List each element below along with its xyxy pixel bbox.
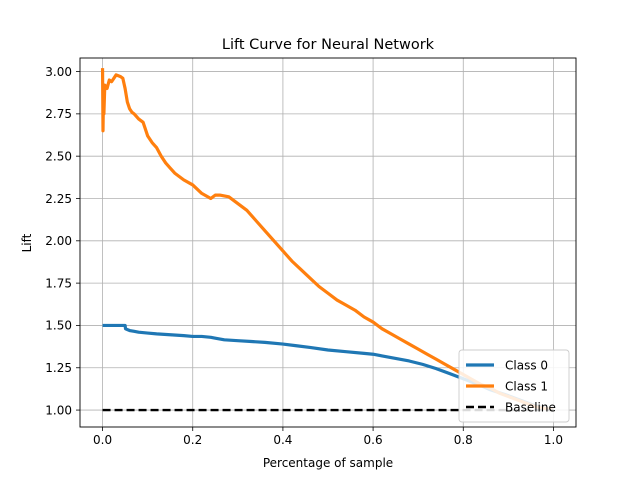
x-axis-label: Percentage of sample (263, 456, 393, 470)
series-line-class-0 (102, 323, 554, 412)
y-tick-label: 2.50 (45, 149, 72, 163)
x-tick-label: 0.2 (183, 433, 202, 447)
y-tick-label: 2.75 (45, 107, 72, 121)
legend-box (458, 349, 570, 423)
x-tick-label: 1.0 (544, 433, 563, 447)
x-tick-label: 0.4 (273, 433, 292, 447)
y-tick-label: 1.00 (45, 403, 72, 417)
y-tick-label: 1.75 (45, 276, 72, 290)
y-tick-label: 1.50 (45, 319, 72, 333)
chart-title: Lift Curve for Neural Network (222, 37, 435, 53)
grid-lines (80, 58, 576, 427)
legend-label-class-1: Class 1 (505, 380, 548, 394)
legend: Class 0 Class 1 Baseline (458, 349, 570, 423)
legend-label-baseline: Baseline (505, 401, 556, 415)
axis-ticks: 0.0 0.2 0.4 0.6 0.8 1.0 1.00 1.25 1.50 1.75 2.00 2.… (45, 65, 563, 447)
series-line-class-1 (100, 68, 554, 412)
x-tick-label: 0.0 (93, 433, 112, 447)
y-tick-label: 1.25 (45, 361, 72, 375)
y-tick-label: 3.00 (45, 65, 72, 79)
x-tick-label: 0.8 (454, 433, 473, 447)
legend-label-class-0: Class 0 (505, 359, 548, 373)
plot-frame (79, 57, 577, 428)
y-tick-label: 2.25 (45, 192, 72, 206)
y-tick-label: 2.00 (45, 234, 72, 248)
x-tick-label: 0.6 (364, 433, 383, 447)
y-axis-label: Lift (20, 233, 34, 252)
